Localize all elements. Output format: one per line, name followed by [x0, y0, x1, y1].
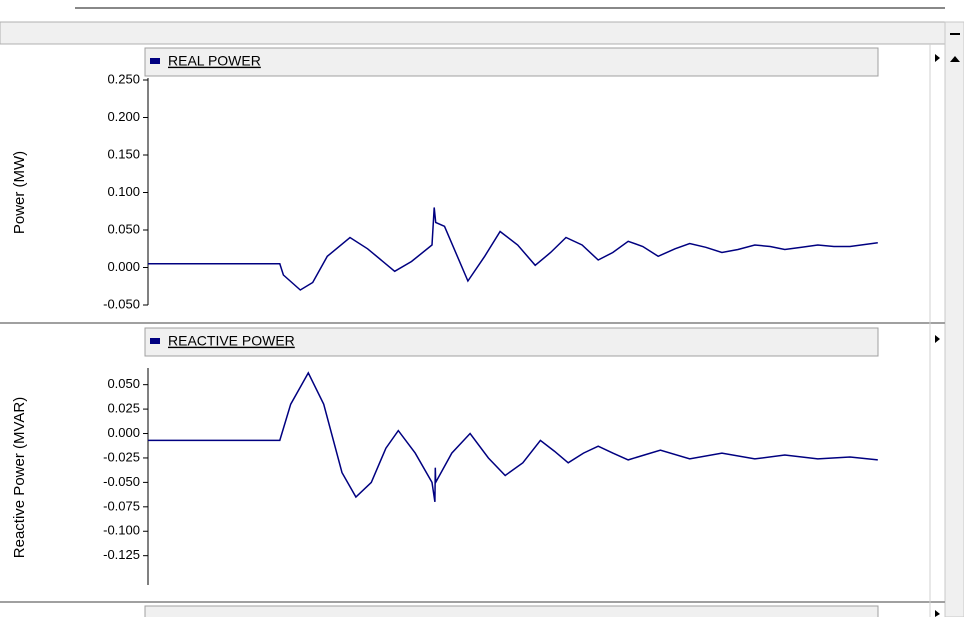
- series-line: [148, 207, 878, 291]
- legend-label: REAL POWER: [168, 53, 261, 69]
- y-tick-label: 0.050: [107, 376, 140, 391]
- y-tick-label: -0.050: [103, 296, 140, 311]
- panel-header: [144, 47, 879, 77]
- y-tick-label: -0.125: [103, 547, 140, 562]
- y-tick-label: 0.025: [107, 401, 140, 416]
- panel-menu-arrow[interactable]: [935, 610, 940, 617]
- series-line: [148, 371, 878, 503]
- toolbar-strip: [0, 21, 946, 45]
- y-tick-label: -0.025: [103, 449, 140, 464]
- legend-swatch: [150, 58, 160, 64]
- y-tick-label: -0.100: [103, 523, 140, 538]
- panel-header: [144, 605, 879, 617]
- y-tick-label: 0.000: [107, 425, 140, 440]
- y-tick-label: 0.050: [107, 221, 140, 236]
- legend-swatch: [150, 338, 160, 344]
- scroll-up-arrow[interactable]: [950, 56, 960, 62]
- panel-menu-arrow[interactable]: [935, 335, 940, 343]
- y-tick-label: 0.000: [107, 259, 140, 274]
- y-tick-label: 0.200: [107, 109, 140, 124]
- panel-header: [144, 327, 879, 357]
- y-axis-label: Power (MW): [11, 151, 28, 234]
- y-axis-label: Reactive Power (MVAR): [11, 397, 28, 558]
- y-tick-label: 0.250: [107, 71, 140, 86]
- y-tick-label: -0.050: [103, 474, 140, 489]
- scrollbar[interactable]: [944, 21, 964, 617]
- legend-label: REACTIVE POWER: [168, 333, 295, 349]
- y-tick-label: 0.150: [107, 146, 140, 161]
- y-tick-label: -0.075: [103, 498, 140, 513]
- y-tick-label: 0.100: [107, 184, 140, 199]
- panel-menu-arrow[interactable]: [935, 54, 940, 62]
